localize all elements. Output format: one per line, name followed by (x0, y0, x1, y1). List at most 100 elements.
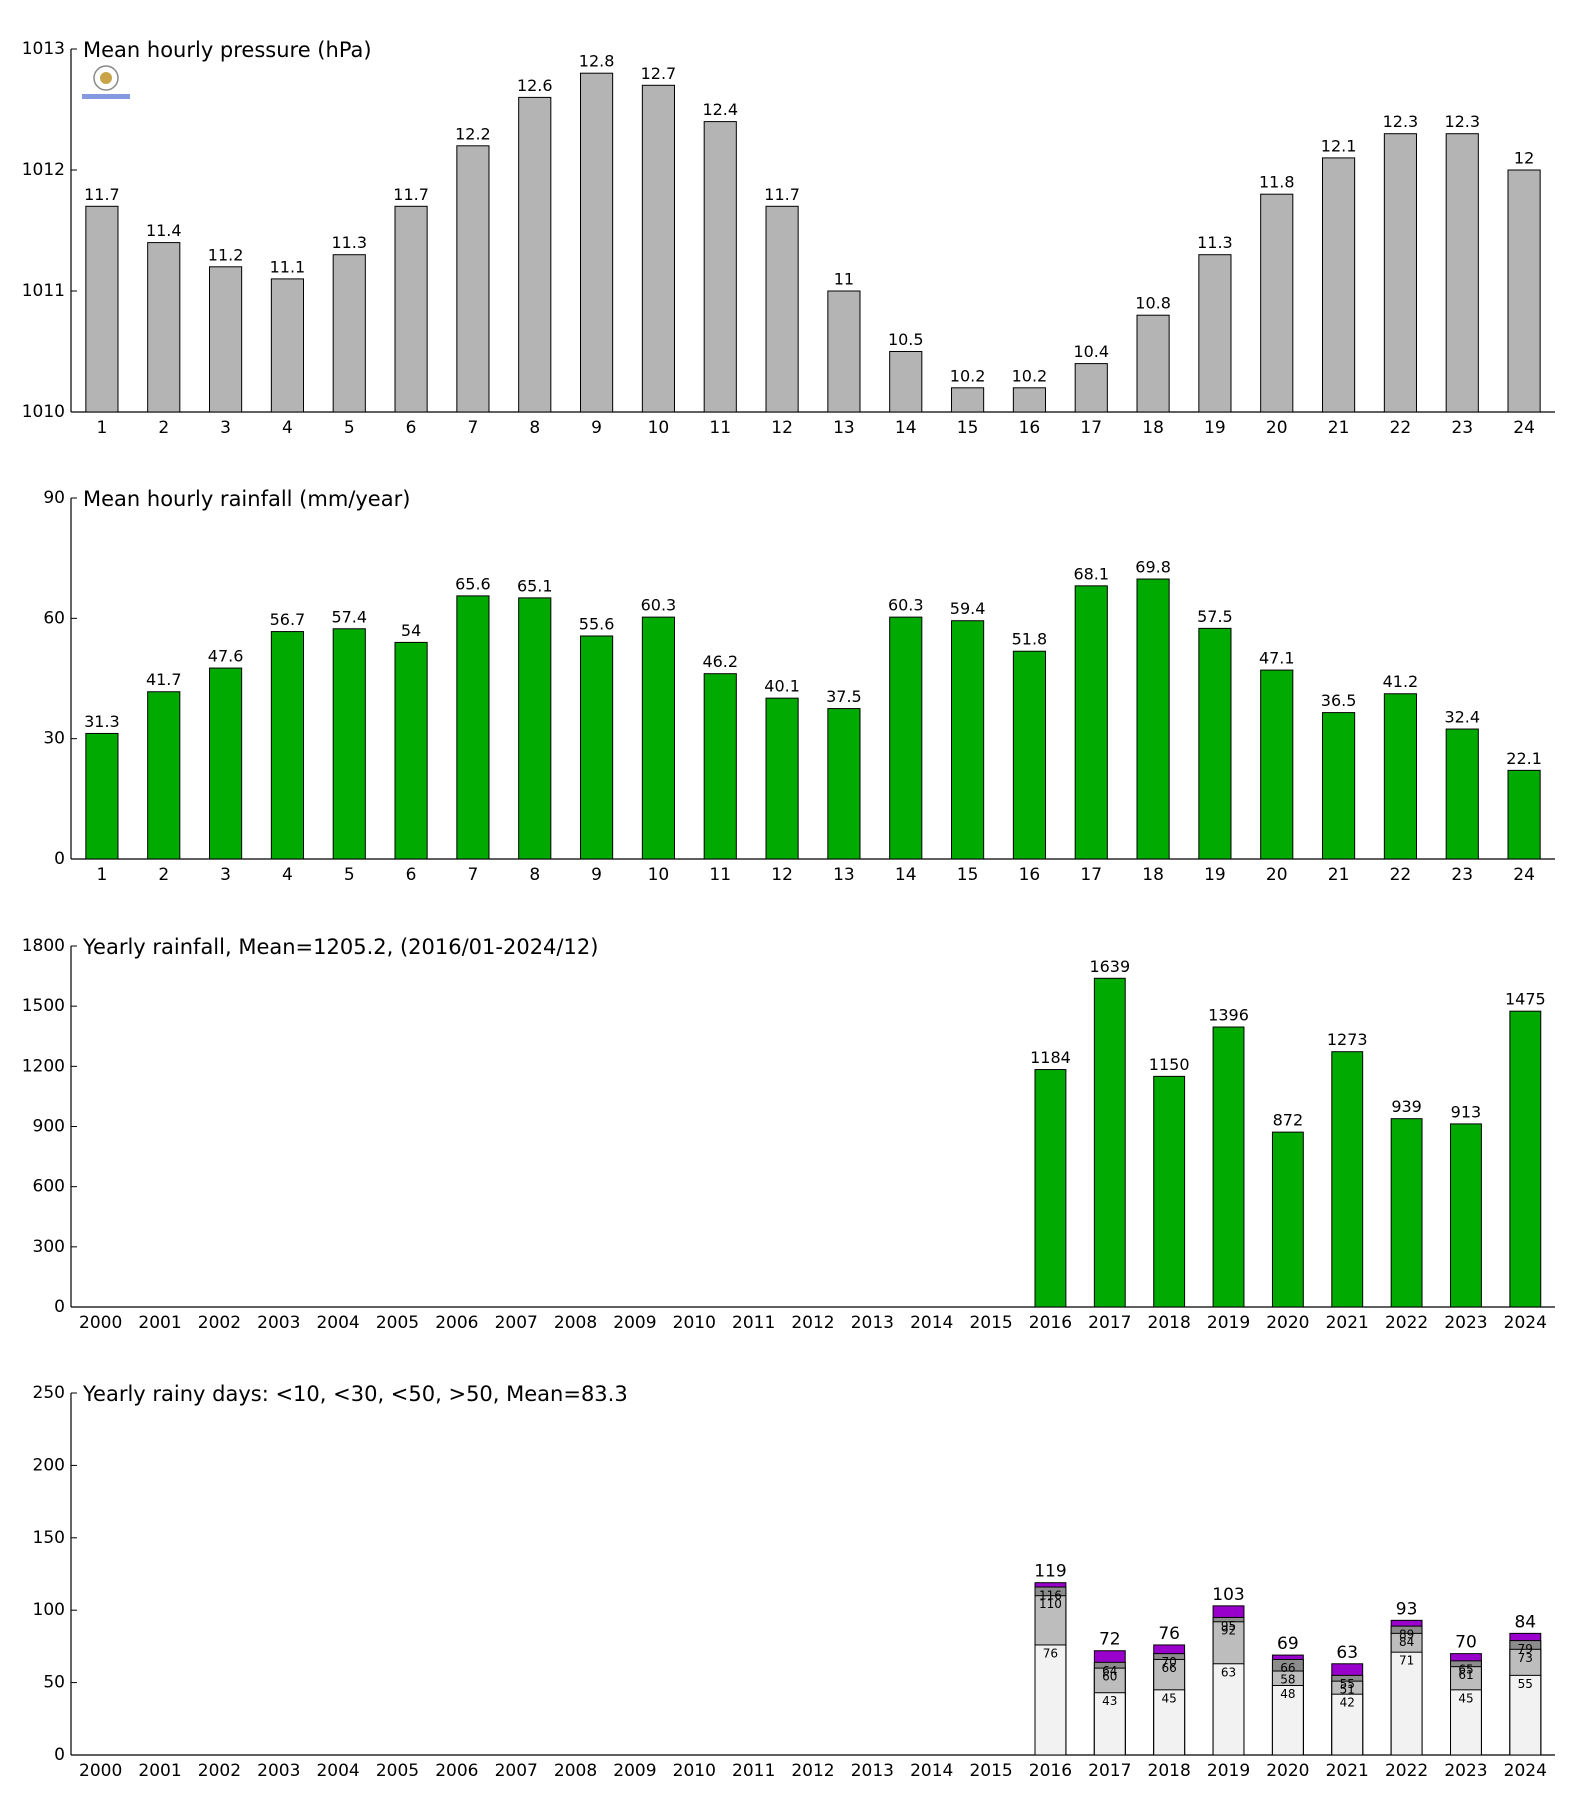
value-label: 41.7 (146, 670, 182, 689)
total-label: 63 (1336, 1643, 1358, 1663)
bar-segment (1034, 1644, 1067, 1756)
y-tick-label: 900 (33, 1117, 65, 1137)
bar (1390, 1118, 1423, 1308)
y-tick-label: 1800 (22, 936, 65, 956)
x-tick-label: 2011 (732, 1313, 775, 1333)
segment-label: 92 (1221, 1623, 1236, 1637)
segment-label: 76 (1043, 1646, 1058, 1660)
value-label: 65.1 (517, 576, 553, 595)
x-tick-label: 13 (833, 865, 855, 885)
value-label: 12.1 (1321, 136, 1357, 155)
value-label: 939 (1391, 1097, 1422, 1116)
segment-label: 95 (1221, 1619, 1236, 1633)
x-tick-label: 16 (1019, 418, 1041, 438)
value-label: 1475 (1505, 990, 1546, 1009)
bar (85, 732, 119, 860)
y-tick-label: 1013 (22, 39, 65, 59)
x-tick-label: 2024 (1504, 1761, 1547, 1781)
segment-label: 66 (1162, 1661, 1177, 1675)
x-tick-label: 2005 (376, 1761, 419, 1781)
x-tick-label: 2019 (1207, 1761, 1250, 1781)
total-label: 72 (1099, 1630, 1121, 1650)
bar (85, 205, 119, 413)
value-label: 12.7 (641, 64, 677, 83)
x-tick-label: 3 (220, 418, 231, 438)
x-tick-label: 4 (282, 865, 293, 885)
bar (1509, 1010, 1542, 1308)
x-tick-label: 2015 (969, 1313, 1012, 1333)
bar (1260, 669, 1294, 860)
segment-label: 84 (1399, 1635, 1414, 1649)
y-tick-label: 30 (43, 729, 65, 749)
value-label: 57.4 (331, 607, 367, 626)
value-label: 59.4 (950, 599, 986, 618)
bar (951, 387, 985, 413)
segment-label: 55 (1518, 1677, 1533, 1691)
value-label: 40.1 (764, 677, 800, 696)
bar (1445, 133, 1479, 413)
value-label: 51.8 (1012, 630, 1048, 649)
x-tick-label: 2012 (791, 1313, 834, 1333)
segment-label: 110 (1039, 1597, 1062, 1611)
x-tick-label: 2001 (138, 1761, 181, 1781)
bar (456, 145, 490, 413)
x-tick-label: 2022 (1385, 1313, 1428, 1333)
segment-label: 51 (1340, 1683, 1355, 1697)
bar (827, 708, 861, 860)
x-tick-label: 2017 (1088, 1761, 1131, 1781)
y-tick-label: 1011 (22, 281, 65, 301)
value-label: 22.1 (1506, 749, 1542, 768)
x-tick-label: 2019 (1207, 1313, 1250, 1333)
x-tick-label: 18 (1142, 418, 1164, 438)
segment-label: 55 (1340, 1677, 1355, 1691)
x-tick-label: 2007 (495, 1761, 538, 1781)
bar-segment (1093, 1692, 1126, 1756)
bar (1260, 193, 1294, 413)
x-tick-label: 20 (1266, 865, 1288, 885)
x-tick-label: 7 (468, 418, 479, 438)
bar (456, 595, 490, 860)
total-label: 69 (1277, 1634, 1299, 1654)
bar (641, 84, 675, 413)
segment-label: 43 (1102, 1694, 1117, 1708)
x-tick-label: 2013 (851, 1313, 894, 1333)
x-tick-label: 2007 (495, 1313, 538, 1333)
x-tick-label: 23 (1451, 418, 1473, 438)
x-tick-label: 2004 (316, 1761, 359, 1781)
value-label: 37.5 (826, 687, 862, 706)
x-tick-label: 2010 (673, 1761, 716, 1781)
value-label: 55.6 (579, 614, 615, 633)
x-tick-label: 11 (709, 418, 731, 438)
total-label: 93 (1396, 1599, 1418, 1619)
x-tick-label: 19 (1204, 865, 1226, 885)
bar (1507, 169, 1541, 413)
x-tick-label: 2003 (257, 1761, 300, 1781)
bar-segment (1331, 1693, 1364, 1756)
bar (1331, 1051, 1364, 1308)
segment-label: 61 (1458, 1668, 1473, 1682)
y-tick-label: 1200 (22, 1056, 65, 1076)
chart-title: Yearly rainy days: <10, <30, <50, >50, M… (82, 1382, 628, 1406)
x-tick-label: 2012 (791, 1761, 834, 1781)
segment-label: 45 (1162, 1691, 1177, 1705)
value-label: 11 (834, 270, 854, 289)
segment-label: 71 (1399, 1654, 1414, 1668)
bar (1012, 650, 1046, 860)
total-label: 70 (1455, 1633, 1477, 1653)
x-tick-label: 2016 (1029, 1313, 1072, 1333)
y-tick-label: 50 (43, 1673, 65, 1693)
x-tick-label: 20 (1266, 418, 1288, 438)
value-label: 11.7 (84, 185, 120, 204)
x-tick-label: 14 (895, 865, 917, 885)
value-label: 11.3 (1197, 233, 1233, 252)
bar-segment (1212, 1663, 1245, 1756)
bar-segment (1450, 1689, 1482, 1756)
x-tick-label: 8 (529, 418, 540, 438)
value-label: 41.2 (1383, 672, 1419, 691)
bar (1198, 627, 1232, 860)
x-tick-label: 2020 (1266, 1313, 1309, 1333)
bar (1074, 363, 1108, 413)
value-label: 12.8 (579, 52, 615, 71)
x-tick-label: 15 (957, 418, 979, 438)
